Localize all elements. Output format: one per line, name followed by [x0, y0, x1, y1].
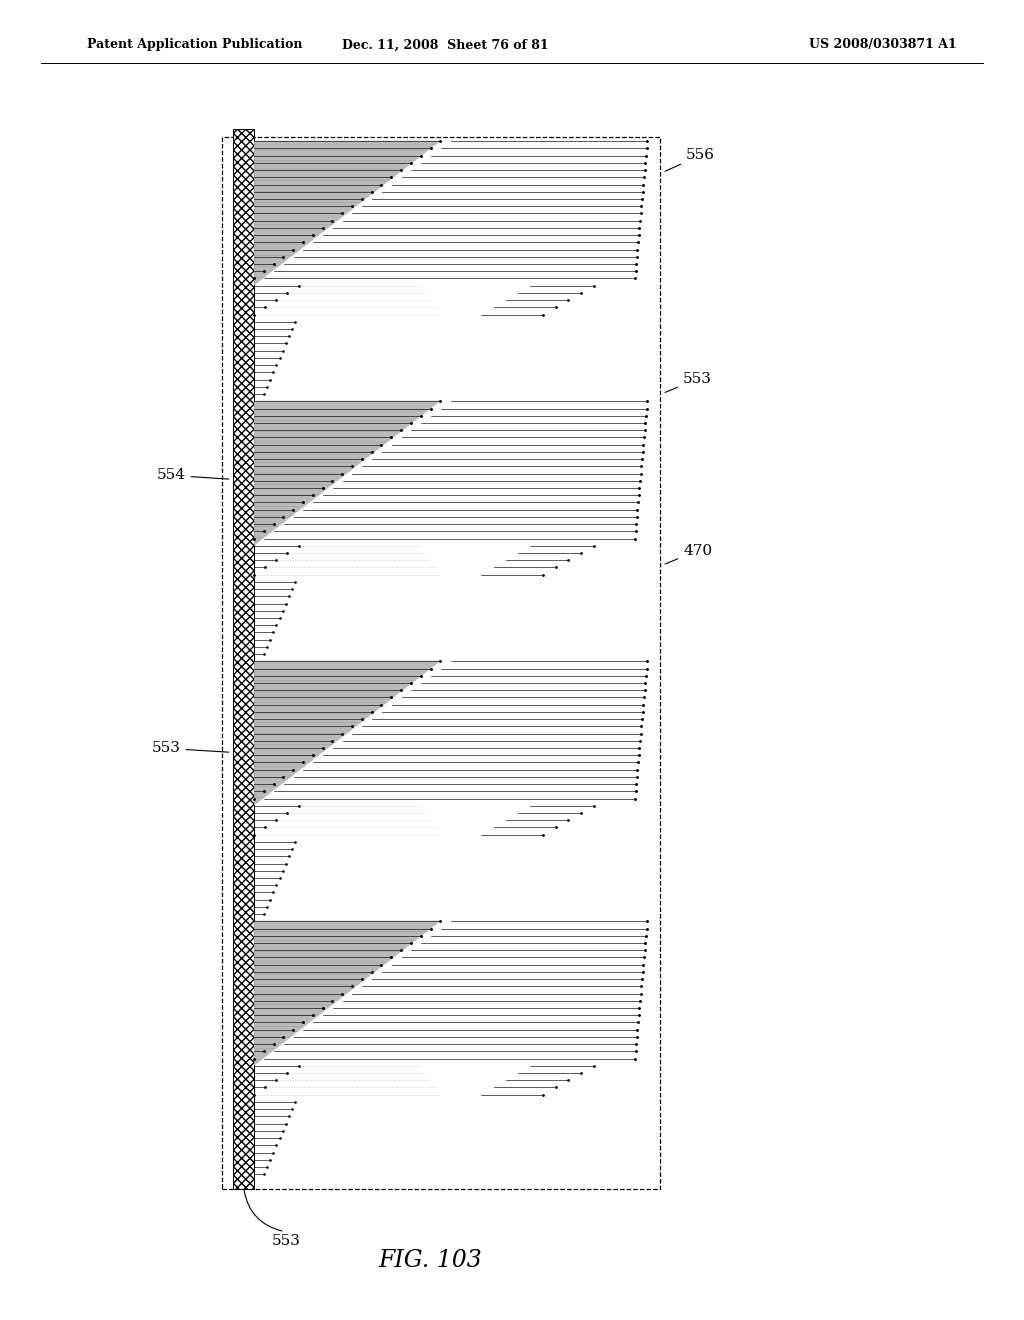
Text: 553: 553 [152, 742, 228, 755]
Polygon shape [254, 141, 440, 285]
Text: 556: 556 [665, 148, 715, 172]
Text: Dec. 11, 2008  Sheet 76 of 81: Dec. 11, 2008 Sheet 76 of 81 [342, 38, 549, 51]
Polygon shape [254, 401, 440, 545]
Text: US 2008/0303871 A1: US 2008/0303871 A1 [809, 38, 956, 51]
Text: FIG. 103: FIG. 103 [378, 1249, 482, 1272]
Polygon shape [254, 921, 440, 1065]
Polygon shape [254, 661, 440, 805]
Text: Patent Application Publication: Patent Application Publication [87, 38, 302, 51]
Bar [222, 137, 660, 1189]
Text: 553: 553 [271, 1234, 300, 1247]
Bar [233, 129, 254, 1189]
Text: 554: 554 [157, 469, 228, 482]
Text: 470: 470 [666, 544, 712, 564]
Text: 553: 553 [666, 372, 712, 392]
